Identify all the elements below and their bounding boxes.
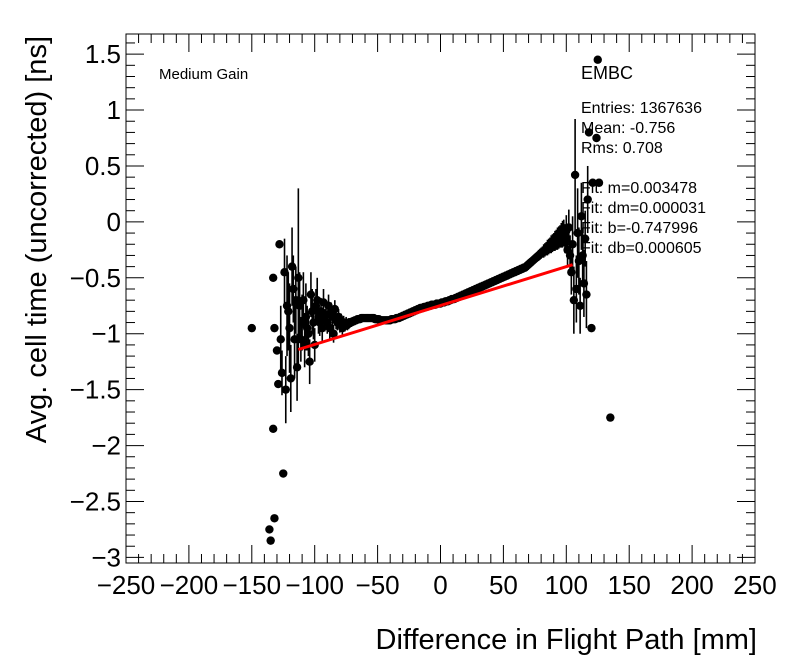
x-tick-label: 50 (489, 570, 518, 600)
data-point (569, 295, 579, 305)
data-point (606, 413, 615, 422)
data-point (247, 323, 256, 333)
data-point (570, 170, 580, 180)
y-tick-label: −1.5 (70, 375, 121, 405)
x-tick-label: −150 (223, 570, 282, 600)
data-point (275, 240, 284, 249)
y-tick-label: −3 (91, 542, 121, 572)
x-tick-label: −100 (285, 570, 344, 600)
data-point (578, 251, 587, 260)
data-point (572, 284, 581, 294)
x-tick-labels: −250 −200 −150 −100 −50 0 50 100 150 200 250 (97, 570, 777, 600)
data-point (270, 323, 279, 333)
data-point (277, 368, 287, 378)
x-axis-title: Difference in Flight Path [mm] (376, 624, 757, 656)
data-point (265, 525, 274, 534)
data-point (305, 357, 314, 366)
y-tick-label: 1 (107, 95, 121, 125)
stats-box: Entries: 1367636 Mean: -0.756 Rms: 0.708… (581, 100, 706, 257)
data-point (579, 279, 589, 288)
x-tick-label: 150 (608, 570, 651, 600)
data-point (268, 424, 278, 433)
y-tick-label: −1 (91, 319, 121, 349)
plot-frame (125, 33, 756, 564)
y-tick-label: 1.5 (85, 39, 121, 69)
y-tick-labels: −3 −2.5 −2 −1.5 −1 −0.5 0 0.5 1 1.5 (70, 39, 121, 572)
gain-label: Medium Gain (159, 66, 248, 83)
data-point (318, 323, 327, 333)
data-point (560, 234, 570, 243)
data-point (587, 323, 596, 333)
data-point (329, 329, 338, 338)
data-point (565, 251, 575, 260)
data-point (568, 240, 577, 249)
x-tick-label: 250 (733, 570, 776, 600)
axis-ticks (125, 34, 756, 563)
y-tick-label: −0.5 (70, 263, 121, 293)
data-point (284, 307, 293, 316)
stats-fit-m: Fit: m=0.003478 (581, 180, 697, 197)
stats-fit-dm: Fit: dm=0.000031 (581, 200, 706, 217)
data-point (567, 268, 576, 277)
stats-mean: Mean: -0.756 (581, 120, 675, 137)
data-point (580, 234, 590, 243)
y-tick-label: 0 (107, 207, 121, 237)
stats-entries: Entries: 1367636 (581, 100, 702, 117)
detector-label: EMBC (581, 63, 633, 83)
data-point (301, 312, 311, 322)
data-point (294, 273, 303, 283)
data-point (564, 223, 574, 232)
stats-fit-db: Fit: db=0.000605 (581, 240, 702, 257)
stats-fit-b: Fit: b=-0.747996 (581, 220, 698, 237)
y-axis-title: Avg. cell time (uncorrected) [ns] (21, 36, 53, 443)
data-point (285, 323, 294, 333)
data-point (582, 290, 591, 299)
data-point (299, 295, 308, 305)
data-point (593, 55, 602, 64)
data-point (276, 335, 285, 344)
x-tick-label: −50 (356, 570, 400, 600)
data-point (583, 195, 592, 204)
data-point (289, 284, 298, 294)
data-point (268, 273, 278, 283)
fit-line (297, 263, 574, 351)
data-point (287, 262, 297, 271)
data-point (281, 385, 290, 394)
data-point (306, 290, 316, 299)
data-point (573, 228, 582, 238)
y-tick-label: 0.5 (85, 151, 121, 181)
data-point (280, 268, 289, 277)
data-point (577, 212, 586, 221)
data-point (309, 318, 318, 327)
data-point (575, 301, 585, 310)
data-point (592, 133, 601, 143)
x-tick-label: 100 (545, 570, 588, 600)
data-point (279, 469, 288, 478)
y-tick-label: −2 (91, 431, 121, 461)
data-point (292, 363, 302, 372)
y-tick-label: −2.5 (70, 486, 121, 516)
data-point (304, 329, 313, 338)
data-point (274, 379, 283, 389)
data-point (266, 536, 275, 545)
data-point (588, 178, 597, 187)
data-point (270, 514, 279, 523)
x-tick-label: 200 (670, 570, 713, 600)
data-point (594, 178, 604, 187)
x-tick-label: −200 (160, 570, 219, 600)
x-tick-label: −250 (97, 570, 156, 600)
data-point (286, 374, 295, 383)
stats-rms: Rms: 0.708 (581, 140, 663, 157)
data-point (584, 128, 594, 137)
x-tick-label: 0 (433, 570, 447, 600)
data-point (330, 304, 340, 314)
data-point (272, 346, 282, 355)
data-point (290, 335, 299, 344)
